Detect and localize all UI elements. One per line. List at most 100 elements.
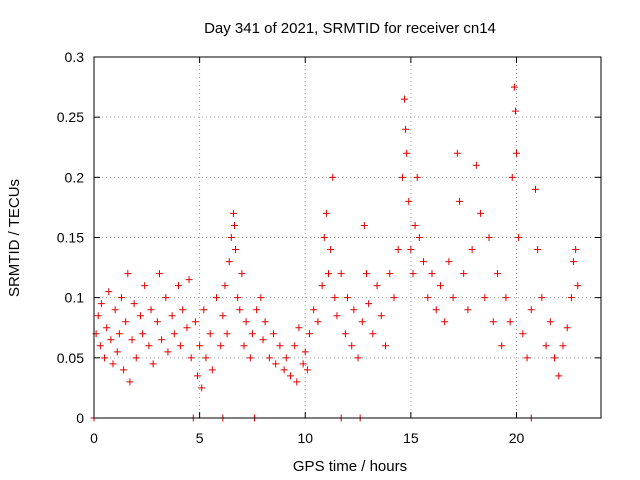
data-point xyxy=(314,318,322,326)
data-point xyxy=(329,173,337,181)
data-point xyxy=(472,161,480,169)
data-point xyxy=(436,282,444,290)
data-point xyxy=(401,95,409,103)
data-point xyxy=(373,282,381,290)
x-tick-label: 0 xyxy=(90,430,98,446)
data-point xyxy=(94,312,102,320)
data-point xyxy=(303,366,311,374)
data-point xyxy=(105,288,113,296)
data-point xyxy=(175,282,182,290)
data-point xyxy=(508,173,516,181)
data-point xyxy=(327,246,335,254)
data-point xyxy=(403,149,411,157)
data-point xyxy=(198,384,206,392)
data-point xyxy=(270,330,278,338)
data-point xyxy=(208,366,216,374)
data-point xyxy=(124,270,132,278)
data-point xyxy=(162,294,170,302)
data-point xyxy=(407,246,415,254)
data-point xyxy=(113,348,121,356)
data-point xyxy=(122,318,130,326)
data-point xyxy=(187,354,195,362)
chart-title: Day 341 of 2021, SRMTID for receiver cn1… xyxy=(204,20,496,37)
data-point xyxy=(120,366,128,374)
data-point xyxy=(225,258,233,266)
data-point xyxy=(498,342,506,350)
data-point xyxy=(286,372,294,380)
data-point xyxy=(232,246,240,254)
data-point xyxy=(405,197,413,205)
data-point xyxy=(170,330,178,338)
data-point xyxy=(415,234,423,241)
data-point xyxy=(324,270,332,278)
data-point xyxy=(420,258,428,266)
data-point xyxy=(128,336,136,344)
data-point xyxy=(489,318,497,326)
data-point xyxy=(272,360,280,368)
data-point xyxy=(502,294,510,302)
data-point xyxy=(386,270,394,278)
data-point xyxy=(348,342,356,350)
data-point xyxy=(432,306,440,314)
data-point xyxy=(363,270,371,278)
data-point xyxy=(111,306,119,314)
data-point xyxy=(413,173,421,181)
data-point xyxy=(202,354,210,362)
data-point xyxy=(299,360,307,368)
data-point xyxy=(519,330,527,338)
data-point xyxy=(136,312,144,320)
data-point xyxy=(240,342,248,350)
y-tick-label: 0.3 xyxy=(65,49,85,65)
data-point xyxy=(227,234,235,241)
data-point xyxy=(96,342,104,350)
data-point xyxy=(409,270,417,278)
data-point xyxy=(130,300,138,308)
data-point xyxy=(398,173,406,181)
data-point xyxy=(265,354,273,362)
data-point xyxy=(563,324,571,332)
data-point xyxy=(453,149,461,157)
x-tick-label: 20 xyxy=(509,430,525,446)
data-point xyxy=(147,306,155,314)
data-point xyxy=(523,354,531,362)
data-point xyxy=(510,83,518,91)
data-point xyxy=(282,354,290,362)
y-tick-label: 0 xyxy=(76,410,84,426)
data-point xyxy=(276,342,284,350)
data-point xyxy=(103,324,111,332)
y-tick-label: 0.15 xyxy=(57,230,84,246)
data-point xyxy=(555,372,563,380)
data-point xyxy=(97,300,105,308)
data-point xyxy=(223,330,231,338)
y-tick-label: 0.2 xyxy=(65,169,85,185)
data-point xyxy=(236,306,244,314)
data-point xyxy=(291,342,299,350)
data-point xyxy=(305,330,313,338)
data-point xyxy=(570,258,578,266)
data-point xyxy=(115,330,123,338)
data-point xyxy=(221,282,229,290)
data-point xyxy=(141,282,149,290)
x-tick-label: 5 xyxy=(196,430,204,446)
data-point xyxy=(551,354,559,362)
data-point xyxy=(320,234,328,241)
data-point xyxy=(341,330,349,338)
data-point xyxy=(280,366,288,374)
data-point xyxy=(546,318,554,326)
data-point xyxy=(506,318,514,326)
data-point xyxy=(532,185,540,193)
data-point xyxy=(559,342,567,350)
y-axis-label: SRMTID / TECUs xyxy=(6,179,23,297)
data-point xyxy=(382,342,390,350)
data-point xyxy=(402,125,410,133)
data-point xyxy=(257,294,265,302)
data-point xyxy=(261,318,269,326)
data-point xyxy=(177,342,185,350)
data-point xyxy=(132,354,140,362)
data-point xyxy=(259,336,267,344)
data-point xyxy=(574,282,582,290)
x-tick-label: 15 xyxy=(403,430,419,446)
x-axis-label: GPS time / hours xyxy=(293,458,407,475)
data-point xyxy=(464,306,472,314)
data-point xyxy=(358,318,366,326)
